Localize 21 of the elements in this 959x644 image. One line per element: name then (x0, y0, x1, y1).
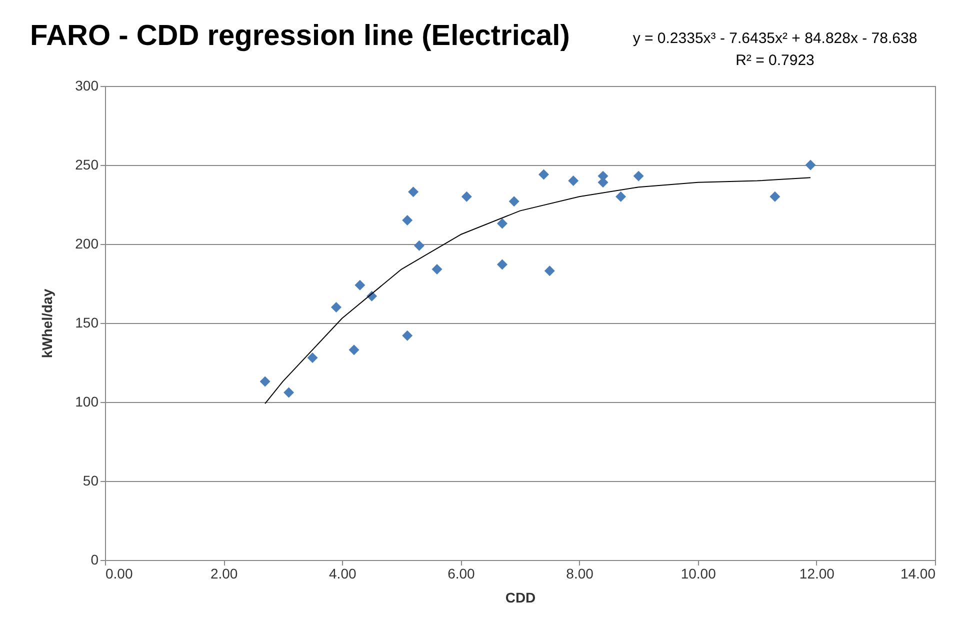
x-tick-label: 14.00 (900, 566, 936, 582)
x-tick-label: 0.00 (106, 566, 133, 582)
y-tick-label: 50 (82, 472, 99, 488)
text: R² = 0.7923 (736, 52, 814, 69)
y-tick-label: 100 (75, 394, 99, 410)
y-tick-label: 200 (75, 236, 99, 252)
y-tick-label: 150 (75, 314, 99, 330)
y-tick-label: 0 (90, 552, 99, 568)
x-tick-label: 12.00 (799, 566, 835, 582)
y-tick-label: 300 (75, 78, 99, 94)
chart-title: FARO - CDD regression line (Electrical) (30, 20, 570, 52)
x-tick-label: 4.00 (329, 566, 356, 582)
x-tick-label: 10.00 (680, 566, 716, 582)
y-tick-label: 250 (75, 156, 99, 172)
text: y = 0.2335x³ - 7.6435x² + 84.828x - 78.638 (632, 30, 918, 47)
x-axis-title: CDD (505, 590, 536, 606)
line-series (264, 177, 811, 404)
x-tick-label: 6.00 (448, 566, 476, 582)
x-tick-label: 2.00 (210, 566, 238, 582)
x-tick-label: 8.00 (566, 566, 594, 582)
y-axis-title: kWhel/day (39, 288, 56, 358)
